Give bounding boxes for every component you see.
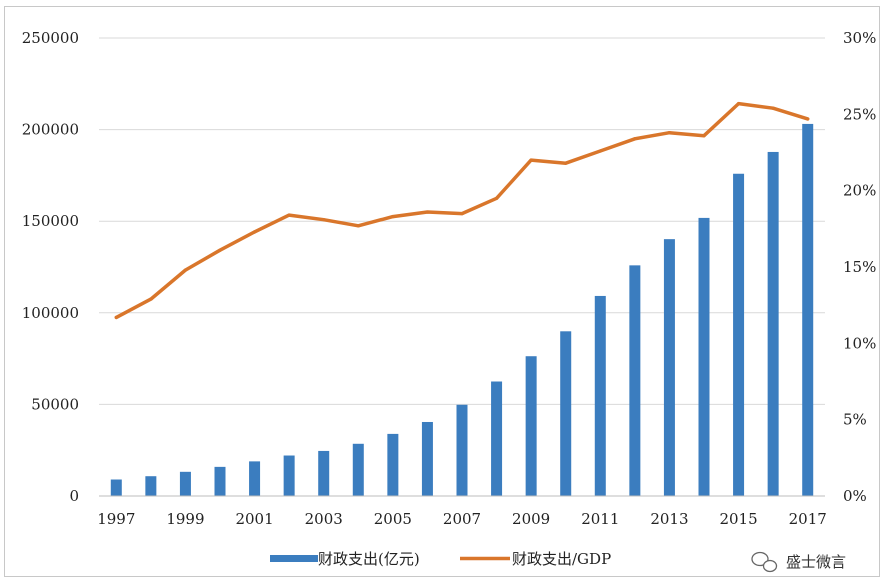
watermark: 盛士微言 <box>751 551 846 573</box>
bar-2016 <box>767 151 779 497</box>
x-tick-label: 2003 <box>305 510 343 528</box>
bar-2011 <box>594 295 606 496</box>
bar-2006 <box>421 421 433 496</box>
line-point-2007 <box>460 211 464 216</box>
legend-line-label: 财政支出/GDP <box>512 550 611 568</box>
bar-2015 <box>733 173 745 496</box>
x-tick-label: 2011 <box>581 510 619 528</box>
line-point-2014 <box>702 134 706 138</box>
line-series <box>114 101 810 320</box>
x-tick-label: 1997 <box>97 510 135 528</box>
right-axis-ticks: 30% 25% 20% 15% 10% 5% 0% <box>843 29 876 505</box>
x-axis-ticks: 1997 1999 2001 2003 2005 2007 2009 2011 2013 2015… <box>97 510 827 528</box>
x-tick-label: 2007 <box>443 510 481 528</box>
line-point-2006 <box>425 210 430 214</box>
y-left-tick-label: 0 <box>69 487 79 505</box>
legend: 财政支出(亿元) 财政支出/GDP <box>270 550 611 568</box>
line-point-2010 <box>564 161 568 165</box>
bar-2001 <box>249 461 261 496</box>
line-point-2000 <box>218 248 222 252</box>
y-left-tick-label: 150000 <box>22 212 79 230</box>
y-left-tick-label: 200000 <box>22 121 79 139</box>
x-tick-label: 2001 <box>235 510 273 528</box>
bar-2004 <box>352 443 364 496</box>
x-tick-label: 1999 <box>166 510 204 528</box>
bar-2009 <box>525 356 537 496</box>
line-point-2009 <box>529 158 533 162</box>
line-point-2004 <box>356 224 360 228</box>
line-point-2001 <box>252 230 257 234</box>
line-point-2016 <box>771 106 775 110</box>
line-point-1998 <box>149 297 153 301</box>
bar-2000 <box>214 466 226 496</box>
y-right-tick-label: 15% <box>843 258 876 276</box>
line-point-2011 <box>598 149 602 153</box>
y-right-tick-label: 10% <box>843 334 876 352</box>
bar-2013 <box>663 239 675 496</box>
x-tick-label: 2015 <box>719 510 757 528</box>
line-point-1997 <box>114 315 118 319</box>
left-axis-ticks: 250000 200000 150000 100000 50000 0 <box>22 29 79 505</box>
line-point-2013 <box>667 131 672 135</box>
y-right-tick-label: 5% <box>843 411 867 429</box>
line-point-2012 <box>633 137 637 141</box>
bar-2017 <box>802 123 814 496</box>
bar-2012 <box>629 265 641 496</box>
y-left-tick-label: 250000 <box>22 29 79 47</box>
bar-series <box>110 123 814 497</box>
line-point-2017 <box>806 117 810 121</box>
bar-2008 <box>491 381 503 496</box>
bar-1999 <box>179 471 191 496</box>
y-right-tick-label: 0% <box>843 487 867 505</box>
y-right-tick-label: 20% <box>843 182 876 200</box>
line-point-2015 <box>736 102 741 106</box>
y-left-tick-label: 50000 <box>31 395 79 413</box>
bar-2003 <box>318 450 330 496</box>
gridlines <box>99 37 825 405</box>
bar-2010 <box>560 331 572 496</box>
bar-2007 <box>456 404 468 496</box>
x-tick-label: 2017 <box>789 510 827 528</box>
watermark-text: 盛士微言 <box>786 553 846 571</box>
x-tick-label: 2005 <box>374 510 412 528</box>
bar-1997 <box>110 479 122 496</box>
bar-2005 <box>387 433 399 496</box>
wechat-icon <box>751 551 778 573</box>
line-point-2008 <box>494 196 499 200</box>
y-left-tick-label: 100000 <box>22 304 79 322</box>
line-point-2002 <box>287 213 291 217</box>
bar-2002 <box>283 455 295 496</box>
legend-bar-swatch <box>270 555 318 562</box>
x-tick-label: 2009 <box>512 510 550 528</box>
bar-1998 <box>145 476 157 496</box>
line-point-2005 <box>391 215 395 219</box>
y-right-tick-label: 30% <box>843 29 876 47</box>
x-tick-label: 2013 <box>650 510 688 528</box>
legend-bar-label: 财政支出(亿元) <box>318 550 420 568</box>
line-point-2003 <box>322 218 326 222</box>
line-point-1999 <box>183 268 188 272</box>
y-right-tick-label: 25% <box>843 105 876 123</box>
bar-2014 <box>698 217 710 496</box>
